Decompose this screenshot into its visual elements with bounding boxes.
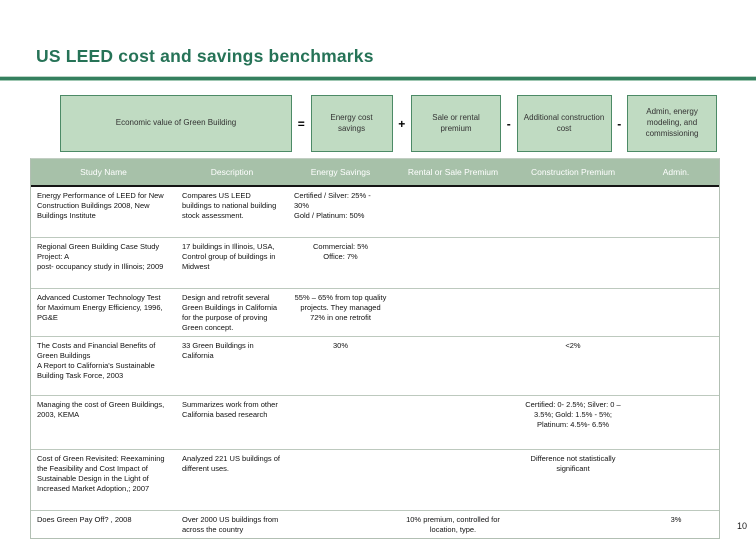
equation-term-box-admin: Admin, energy modeling, and commissionin… bbox=[627, 95, 718, 152]
construction-premium-cell: <2% bbox=[565, 341, 581, 351]
equation-term-label: Additional construction cost bbox=[523, 112, 605, 133]
rental-premium-cell: 10% premium, controlled for location, ty… bbox=[406, 515, 500, 535]
energy-savings-cell bbox=[288, 450, 393, 510]
column-header-study-name: Study Name bbox=[80, 166, 127, 177]
description-cell: Compares US LEED buildings to national b… bbox=[182, 191, 277, 221]
admin-cell bbox=[633, 187, 719, 237]
admin-cell bbox=[633, 289, 719, 336]
energy-savings-cell bbox=[288, 396, 393, 449]
study-name-cell: Managing the cost of Green Buildings, 20… bbox=[37, 400, 165, 420]
column-header-energy-savings: Energy Savings bbox=[310, 166, 371, 177]
energy-savings-cell: Certified / Silver: 25% - 30% Gold / Pla… bbox=[294, 191, 371, 221]
column-header-rental-premium: Rental or Sale Premium bbox=[407, 166, 499, 177]
minus-operator: - bbox=[617, 116, 622, 131]
page-number: 10 bbox=[737, 521, 748, 531]
table-header-row: Study Name Description Energy Savings Re… bbox=[31, 159, 719, 187]
table-row: Cost of Green Revisited: Reexamining the… bbox=[31, 450, 719, 512]
description-cell: 17 buildings in Illinois, USA, Control g… bbox=[182, 242, 276, 272]
study-name-cell: Does Green Pay Off? , 2008 bbox=[37, 515, 132, 525]
admin-cell bbox=[633, 238, 719, 288]
construction-premium-cell bbox=[513, 289, 633, 336]
rental-premium-cell bbox=[393, 238, 513, 288]
equation-term-label: Admin, energy modeling, and commissionin… bbox=[645, 107, 699, 138]
energy-savings-cell: Commercial: 5% Office: 7% bbox=[312, 242, 368, 262]
energy-savings-cell: 30% bbox=[332, 341, 348, 351]
equation-result-box: Economic value of Green Building bbox=[60, 95, 292, 152]
plus-operator: + bbox=[398, 116, 406, 131]
study-name-cell: Energy Performance of LEED for New Const… bbox=[37, 191, 164, 221]
minus-operator: - bbox=[506, 116, 511, 131]
study-name-cell: Regional Green Building Case Study Proje… bbox=[37, 242, 164, 272]
table-row: Regional Green Building Case Study Proje… bbox=[31, 238, 719, 289]
study-name-cell: Cost of Green Revisited: Reexamining the… bbox=[37, 454, 165, 494]
equation-term-label: Energy cost savings bbox=[330, 112, 373, 133]
description-cell: 33 Green Buildings in California bbox=[182, 341, 254, 361]
construction-premium-cell bbox=[513, 511, 633, 538]
rental-premium-cell bbox=[393, 337, 513, 395]
equals-operator: = bbox=[297, 116, 305, 131]
equation-result-label: Economic value of Green Building bbox=[115, 118, 237, 128]
construction-premium-cell bbox=[513, 238, 633, 288]
equation-row: Economic value of Green Building = Energ… bbox=[60, 95, 718, 152]
study-name-cell: The Costs and Financial Benefits of Gree… bbox=[37, 341, 156, 381]
rental-premium-cell bbox=[393, 187, 513, 237]
construction-premium-cell: Difference not statistically significant bbox=[530, 454, 616, 474]
description-cell: Analyzed 221 US buildings of different u… bbox=[182, 454, 280, 474]
table-row: Energy Performance of LEED for New Const… bbox=[31, 187, 719, 238]
page-title: US LEED cost and savings benchmarks bbox=[36, 46, 374, 66]
table-row: Does Green Pay Off? , 2008 Over 2000 US … bbox=[31, 511, 719, 539]
description-cell: Design and retrofit several Green Buildi… bbox=[182, 293, 278, 333]
admin-cell bbox=[633, 337, 719, 395]
table-row: Managing the cost of Green Buildings, 20… bbox=[31, 396, 719, 451]
energy-savings-cell bbox=[288, 511, 393, 538]
admin-cell bbox=[633, 396, 719, 449]
description-cell: Summarizes work from other California ba… bbox=[182, 400, 278, 420]
equation-term-box-energy-savings: Energy cost savings bbox=[310, 95, 393, 152]
column-header-admin: Admin. bbox=[662, 166, 690, 177]
rental-premium-cell bbox=[393, 289, 513, 336]
table-row: The Costs and Financial Benefits of Gree… bbox=[31, 337, 719, 397]
construction-premium-cell: Certified: 0- 2.5%; Silver: 0 –3.5%; Gol… bbox=[525, 400, 621, 430]
title-underline bbox=[0, 76, 756, 81]
description-cell: Over 2000 US buildings from across the c… bbox=[182, 515, 279, 535]
equation-term-box-construction-cost: Additional construction cost bbox=[516, 95, 612, 152]
column-header-description: Description bbox=[210, 166, 254, 177]
column-header-construction-premium: Construction Premium bbox=[530, 166, 616, 177]
study-name-cell: Advanced Customer Technology Test for Ma… bbox=[37, 293, 163, 323]
rental-premium-cell bbox=[393, 450, 513, 510]
equation-term-box-sale-premium: Sale or rental premium bbox=[411, 95, 502, 152]
admin-cell: 3% bbox=[670, 515, 682, 525]
table-row: Advanced Customer Technology Test for Ma… bbox=[31, 289, 719, 338]
benchmarks-table: Study Name Description Energy Savings Re… bbox=[30, 158, 720, 540]
equation-term-label: Sale or rental premium bbox=[432, 112, 480, 133]
construction-premium-cell bbox=[513, 187, 633, 237]
energy-savings-cell: 55% – 65% from top quality projects. The… bbox=[294, 293, 387, 323]
admin-cell bbox=[633, 450, 719, 510]
rental-premium-cell bbox=[393, 396, 513, 449]
